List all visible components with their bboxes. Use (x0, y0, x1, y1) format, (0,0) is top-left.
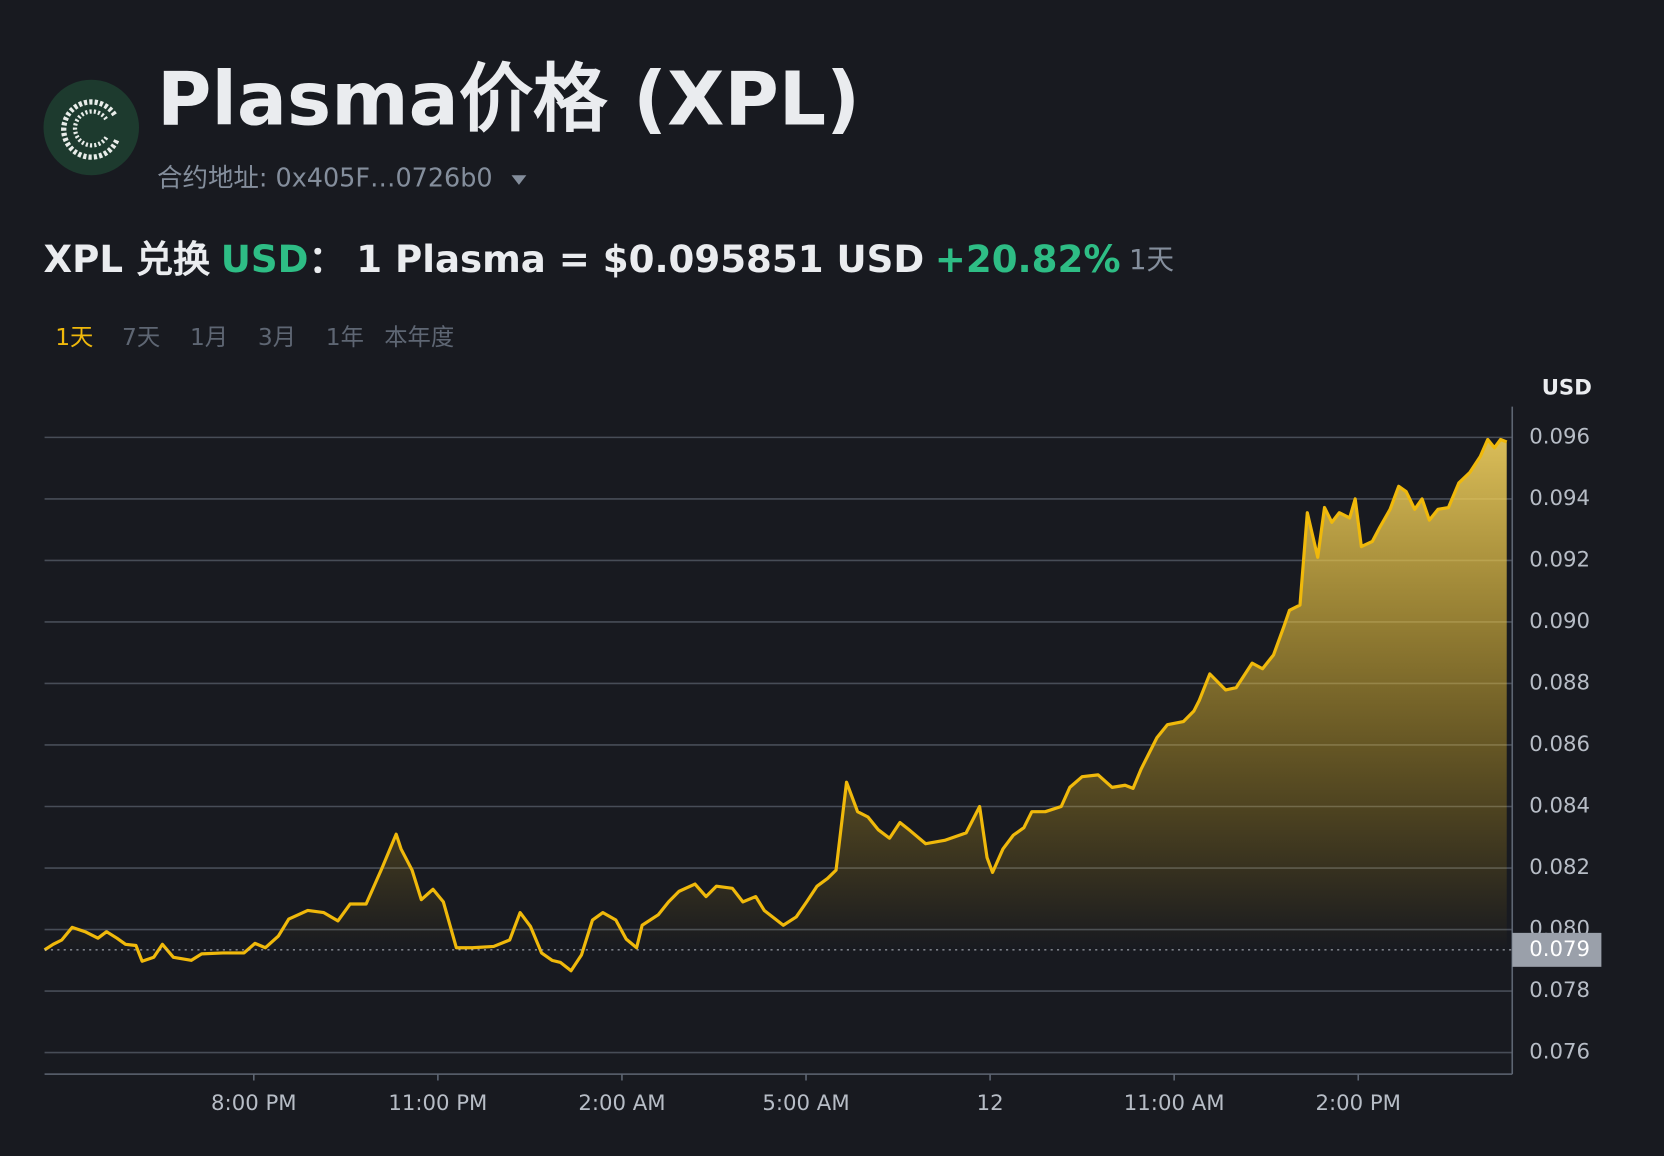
price-line (43, 437, 1508, 973)
y-tick-label: 0.096 (1529, 424, 1590, 449)
x-tick-label: 12 (977, 1091, 1004, 1116)
range-tab[interactable]: 7天 (122, 323, 160, 351)
range-tab[interactable]: 1天 (55, 323, 93, 351)
x-tick-label: 8:00 PM (211, 1091, 297, 1116)
reference-label: 0.079 (1529, 937, 1590, 962)
range-tab[interactable]: 本年度 (384, 323, 454, 351)
y-tick-label: 0.076 (1529, 1040, 1590, 1065)
rate: 1 Plasma = $0.095851 USD (356, 238, 924, 281)
page-title: Plasma价格 (XPL) (157, 56, 860, 143)
x-tick-label: 11:00 PM (388, 1091, 487, 1116)
y-tick-label: 0.088 (1529, 670, 1590, 695)
y-tick-label: 0.092 (1529, 547, 1590, 572)
y-tick-label: 0.078 (1529, 978, 1590, 1003)
x-tick-label: 11:00 AM (1124, 1091, 1225, 1116)
x-tick-label: 5:00 AM (762, 1091, 849, 1116)
y-tick-label: 0.094 (1529, 486, 1590, 511)
chart: 0.0760.0780.0800.0820.0840.0860.0880.090… (43, 406, 1602, 1116)
pair: XPL 兑换 (44, 238, 212, 281)
y-unit: USD (1542, 376, 1592, 401)
reference-badge (1512, 932, 1602, 967)
range-tab[interactable]: 1月 (190, 323, 228, 351)
x-tick-label: 2:00 PM (1315, 1091, 1400, 1116)
y-tick-label: 0.082 (1529, 855, 1590, 880)
price-area (44, 439, 1507, 1075)
dropdown-arrow[interactable] (511, 175, 527, 185)
period: 1天 (1129, 243, 1174, 276)
range-tab[interactable]: 1年 (326, 323, 364, 351)
range-tab[interactable]: 3月 (258, 323, 296, 351)
y-tick-label: 0.084 (1529, 794, 1590, 819)
logo (43, 79, 140, 176)
range-tabs: 1天 7天 1月 3月 1年 本年度 (55, 323, 454, 351)
y-tick-label: 0.086 (1529, 732, 1590, 757)
colon: ： (308, 238, 345, 281)
y-tick-label: 0.090 (1529, 609, 1590, 634)
price-line: XPL 兑换 USD： 1 Plasma = $0.095851 USD +20.82… (44, 238, 1175, 281)
contract-address: 合约地址: 0x405F…0726b0 (157, 164, 493, 194)
change: +20.82% (935, 238, 1121, 281)
quote: USD (221, 238, 309, 281)
x-tick-label: 2:00 AM (578, 1091, 665, 1116)
